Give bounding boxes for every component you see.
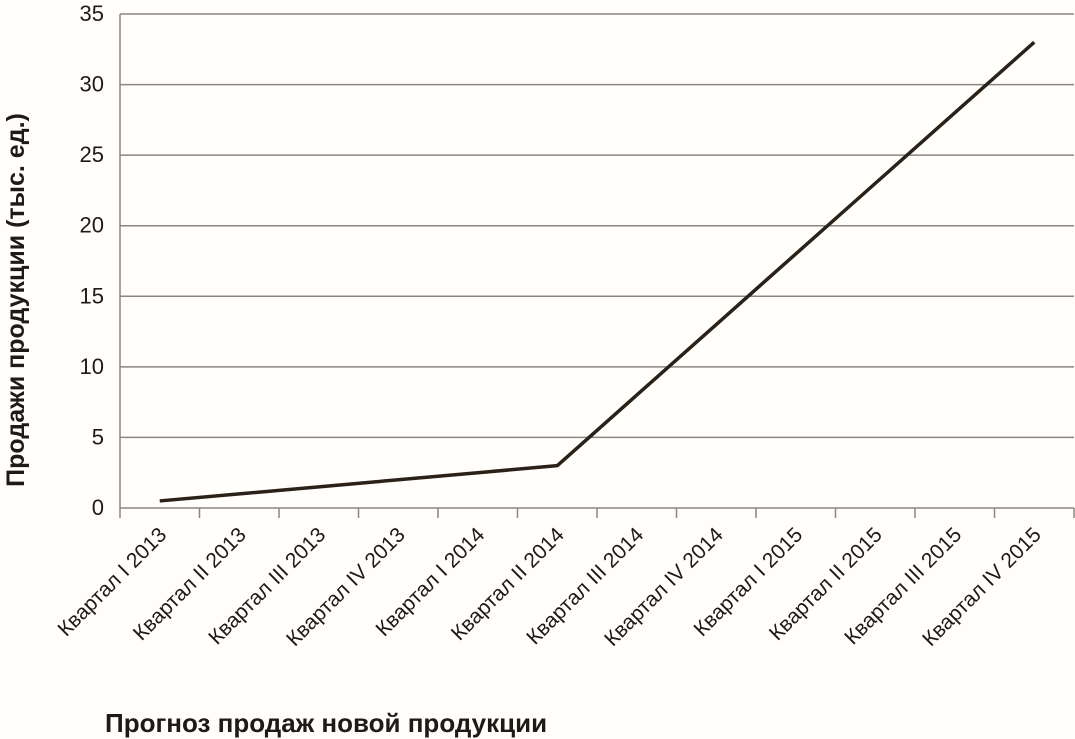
y-tick-label: 0 — [92, 495, 104, 520]
line — [159, 40, 1036, 503]
y-tick-label: 35 — [80, 1, 104, 26]
chart-title: Прогноз продаж новой продукции — [105, 708, 547, 738]
y-tick-label: 25 — [80, 142, 104, 167]
y-tick-label: 20 — [80, 213, 104, 238]
y-tick-label: 15 — [80, 283, 104, 308]
y-tick-label: 10 — [80, 354, 104, 379]
y-tick-label: 30 — [80, 72, 104, 97]
y-tick-label: 5 — [92, 424, 104, 449]
y-axis-title: Продажи продукции (тыс. ед.) — [2, 113, 30, 487]
